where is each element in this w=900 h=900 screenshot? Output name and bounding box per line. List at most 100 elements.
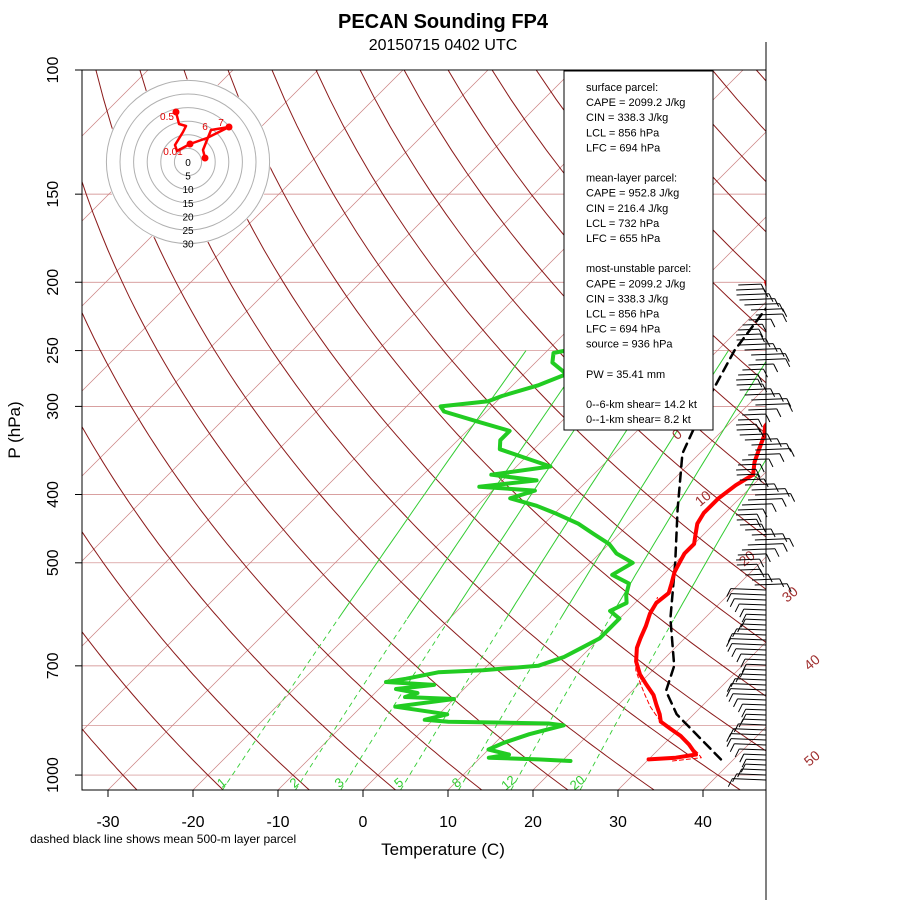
wind-barb-flag xyxy=(734,603,740,613)
wind-barb-flag xyxy=(773,363,779,373)
wind-barb xyxy=(736,378,758,381)
wind-barb-flag xyxy=(776,408,782,418)
wind-barb-flag xyxy=(772,343,778,352)
x-tick-label: 40 xyxy=(694,814,712,831)
wind-barb xyxy=(754,538,790,541)
isotherm xyxy=(532,556,766,790)
x-tick-label: 0 xyxy=(359,814,368,831)
wind-barb-flag xyxy=(760,333,765,343)
wind-barb xyxy=(751,353,786,356)
wind-barb xyxy=(736,558,760,561)
wind-barb-flag xyxy=(789,448,795,457)
wind-barb-flag xyxy=(732,628,738,638)
wind-barb xyxy=(736,468,756,471)
wind-barb xyxy=(739,388,771,391)
info-line: LCL = 856 hPa xyxy=(586,309,660,321)
wind-barb xyxy=(730,588,767,591)
wind-barb-flag xyxy=(765,338,771,348)
isotherm xyxy=(702,726,766,790)
wind-barb xyxy=(736,333,761,336)
wind-barbs xyxy=(726,42,796,900)
wind-barb-flag xyxy=(762,383,768,393)
wind-barb-flag xyxy=(763,288,769,298)
wind-barb xyxy=(751,443,787,446)
hodograph-ring xyxy=(160,134,216,190)
y-tick-label: 200 xyxy=(45,269,62,296)
mixing-ratio-line-dashed xyxy=(222,618,339,790)
wind-barb xyxy=(736,428,760,431)
mixing-ratio-line xyxy=(673,458,766,619)
wind-barb-flag xyxy=(766,433,772,443)
wind-barb xyxy=(736,563,758,566)
wind-barb-flag xyxy=(788,403,793,412)
y-tick-label: 400 xyxy=(45,481,62,508)
wind-barb xyxy=(745,763,767,766)
dry-adiabat xyxy=(315,70,766,590)
y-tick-label: 250 xyxy=(45,337,62,364)
wind-barb-flag xyxy=(779,578,785,588)
wind-barb-flag xyxy=(762,508,768,518)
info-line: LCL = 856 hPa xyxy=(586,127,660,139)
hodograph-point xyxy=(186,140,194,148)
info-line: LFC = 655 hPa xyxy=(586,233,661,245)
wind-barb-flag xyxy=(779,453,785,462)
wind-barb xyxy=(747,543,784,546)
wind-barb xyxy=(748,453,780,456)
wind-barb xyxy=(755,493,791,496)
wind-barb-flag xyxy=(737,703,743,713)
wind-barb xyxy=(744,668,767,671)
wind-barb xyxy=(739,603,767,606)
wind-barb-flag xyxy=(757,418,763,428)
info-line: 0--1-km shear= 8.2 kt xyxy=(586,414,691,426)
info-line: CAPE = 952.8 J/kg xyxy=(586,188,679,200)
wind-barb xyxy=(738,723,767,726)
info-line: surface parcel: xyxy=(586,82,658,94)
wind-barb xyxy=(736,423,757,426)
mixing-ratio-line xyxy=(406,350,590,619)
dry-adiabat xyxy=(491,70,766,384)
wind-barb xyxy=(735,648,767,651)
mixing-ratio-line-dashed xyxy=(295,618,408,790)
info-line: CIN = 216.4 J/kg xyxy=(586,203,668,215)
hodograph-point xyxy=(201,154,209,162)
mixing-ratio-line-dashed xyxy=(340,618,451,790)
hodograph-height-label: 0.01 xyxy=(163,147,183,158)
isotherm xyxy=(192,216,766,790)
info-line: 0--6-km shear= 14.2 kt xyxy=(586,399,697,411)
wind-barb-flag xyxy=(726,683,732,692)
wind-barb xyxy=(755,448,791,451)
wind-barb-flag xyxy=(734,748,740,758)
hodograph-ring-label: 20 xyxy=(182,212,194,223)
wind-barb xyxy=(736,288,764,291)
wind-barb-flag xyxy=(740,763,746,773)
dry-adiabat-label: 40 xyxy=(801,651,823,673)
wind-barb-flag xyxy=(767,573,773,583)
wind-barb xyxy=(732,693,767,696)
hodograph-ring-label: 30 xyxy=(182,240,194,251)
wind-barb-flag xyxy=(786,583,792,592)
wind-barb-flag xyxy=(789,538,794,547)
wind-barb-flag xyxy=(741,663,747,673)
wind-barb xyxy=(742,458,769,461)
wind-barb xyxy=(736,518,757,521)
wind-barb-flag xyxy=(735,673,741,683)
wind-barb xyxy=(742,503,773,506)
wind-barb-flag xyxy=(770,318,776,328)
dry-adiabat xyxy=(82,530,310,790)
wind-barb-flag xyxy=(786,398,792,407)
x-tick-label: -20 xyxy=(181,814,204,831)
wind-barb xyxy=(740,653,767,656)
wind-barb-flag xyxy=(765,553,771,563)
info-line: CAPE = 2099.2 J/kg xyxy=(586,97,685,109)
wind-barb-flag xyxy=(776,438,782,447)
hodograph-ring xyxy=(105,79,271,245)
wind-barb-flag xyxy=(785,358,791,368)
wind-barb xyxy=(738,418,759,421)
series-layer xyxy=(384,280,766,763)
wind-barb xyxy=(737,463,761,466)
wind-barb-flag xyxy=(770,528,776,538)
hodograph-ring-label: 0 xyxy=(185,158,191,169)
wind-barb-flag xyxy=(736,653,742,663)
wind-barb xyxy=(741,548,776,551)
wind-barb-flag xyxy=(729,743,735,752)
